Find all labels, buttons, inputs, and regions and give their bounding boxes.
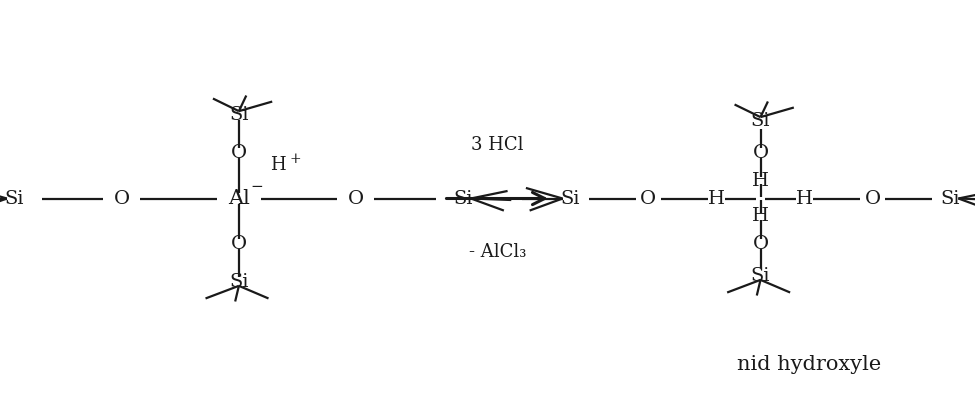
Text: Si: Si bbox=[229, 106, 249, 124]
Text: O: O bbox=[114, 189, 130, 208]
Text: 3 HCl: 3 HCl bbox=[471, 136, 524, 154]
Text: Si: Si bbox=[229, 273, 249, 291]
Text: O: O bbox=[231, 235, 247, 253]
Text: Si: Si bbox=[941, 189, 960, 208]
Text: O: O bbox=[865, 189, 880, 208]
Text: −: − bbox=[250, 179, 263, 194]
Text: Al: Al bbox=[228, 189, 250, 208]
Text: +: + bbox=[290, 152, 301, 166]
Text: O: O bbox=[231, 144, 247, 162]
Text: nid hydroxyle: nid hydroxyle bbox=[737, 355, 881, 374]
Text: O: O bbox=[753, 235, 768, 253]
Text: O: O bbox=[641, 189, 656, 208]
Text: H: H bbox=[270, 156, 286, 174]
Text: Si: Si bbox=[561, 189, 580, 208]
Text: Si: Si bbox=[453, 189, 473, 208]
Text: Si: Si bbox=[751, 267, 770, 285]
Text: H: H bbox=[752, 172, 769, 190]
Text: H: H bbox=[708, 189, 725, 208]
Text: Si: Si bbox=[751, 112, 770, 130]
Text: H: H bbox=[752, 207, 769, 225]
Text: Si: Si bbox=[5, 189, 24, 208]
Text: - AlCl₃: - AlCl₃ bbox=[469, 243, 526, 261]
Text: O: O bbox=[348, 189, 364, 208]
Text: O: O bbox=[753, 144, 768, 162]
Text: H: H bbox=[796, 189, 813, 208]
